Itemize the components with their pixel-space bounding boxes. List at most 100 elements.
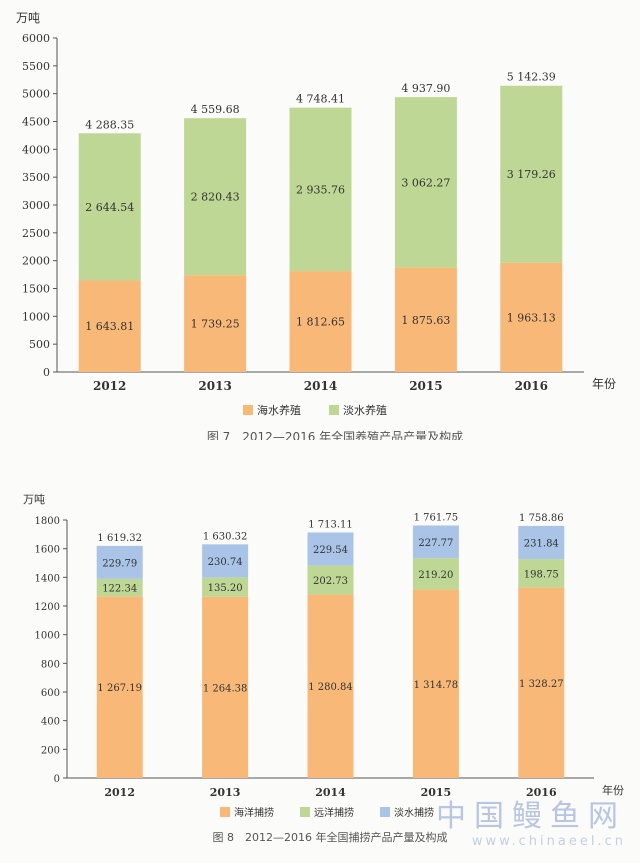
- data-label: 1 314.78: [414, 680, 459, 691]
- y-tick-label: 3500: [22, 171, 50, 184]
- y-tick-label: 1500: [22, 283, 50, 296]
- legend-label: 海水养殖: [257, 403, 301, 417]
- y-tick-label: 3000: [22, 199, 50, 212]
- bar-segment: [96, 545, 143, 579]
- y-tick-label: 200: [41, 745, 60, 756]
- legend-swatch: [329, 405, 339, 415]
- total-label: 4 288.35: [85, 118, 134, 131]
- bar-segment: [500, 85, 563, 263]
- data-label: 1 812.65: [296, 316, 345, 329]
- data-label: 3 062.27: [401, 176, 450, 189]
- watermark: 中国鳗鱼网 www.chinaeel.cn: [436, 800, 626, 850]
- y-tick-label: 5500: [22, 60, 50, 73]
- data-label: 229.54: [313, 545, 348, 556]
- bar-segment: [184, 275, 247, 372]
- data-label: 219.20: [418, 570, 453, 581]
- data-label: 1 328.27: [519, 679, 564, 690]
- bar-segment: [202, 577, 249, 597]
- legend-swatch: [380, 807, 390, 817]
- data-label: 198.75: [524, 569, 559, 580]
- total-label: 1 713.11: [308, 519, 353, 530]
- y-tick-label: 1600: [35, 545, 60, 556]
- y-tick-label: 500: [29, 338, 50, 351]
- bar-segment: [78, 280, 141, 372]
- legend-label: 淡水捕捞: [394, 806, 434, 819]
- x-axis-label: 年份: [602, 783, 624, 797]
- total-label: 4 937.90: [401, 82, 450, 95]
- data-label: 2 820.43: [191, 191, 240, 204]
- data-label: 231.84: [524, 539, 559, 550]
- total-label: 1 630.32: [203, 531, 248, 542]
- bar-segment: [412, 525, 459, 559]
- watermark-url: www.chinaeel.cn: [471, 834, 626, 849]
- legend-label: 淡水养殖: [343, 403, 387, 417]
- data-label: 2 644.54: [85, 201, 134, 214]
- data-label: 1 280.84: [308, 682, 353, 693]
- total-label: 5 142.39: [507, 71, 556, 84]
- y-tick-label: 1800: [35, 516, 60, 527]
- bar-segment: [78, 133, 141, 281]
- legend-swatch: [220, 807, 230, 817]
- data-label: 1 739.25: [191, 318, 240, 331]
- x-tick-label: 2016: [526, 786, 557, 799]
- total-label: 1 761.75: [414, 512, 459, 523]
- bar-segment: [202, 544, 249, 578]
- y-tick-label: 1000: [22, 310, 50, 323]
- y-tick-label: 2000: [22, 255, 50, 268]
- data-label: 202.73: [313, 576, 348, 587]
- bar-segment: [307, 532, 354, 566]
- data-label: 227.77: [418, 538, 453, 549]
- y-tick-label: 600: [41, 688, 60, 699]
- bar-segment: [184, 118, 247, 276]
- y-tick-label: 6000: [22, 32, 50, 45]
- data-label: 1 875.63: [401, 314, 450, 327]
- bar-segment: [412, 589, 459, 778]
- x-tick-label: 2015: [409, 379, 442, 393]
- legend-swatch: [300, 807, 310, 817]
- total-label: 4 748.41: [296, 93, 345, 106]
- data-label: 3 179.26: [507, 168, 556, 181]
- x-tick-label: 2012: [93, 379, 126, 393]
- aquaculture-chart: 0 500 1000 1500 2000 2500 3000 3500 4000 4500 5000…: [16, 11, 616, 440]
- data-label: 1 267.19: [97, 683, 142, 694]
- y-tick-label: 1400: [35, 573, 60, 584]
- bar-segment: [307, 565, 354, 595]
- figure-caption: 图 7 2012—2016 年全国养殖产品产量及构成: [207, 429, 463, 440]
- x-tick-label: 2014: [315, 786, 346, 799]
- bar-segment: [394, 267, 457, 372]
- y-tick-label: 0: [54, 774, 60, 785]
- bar-segment: [518, 587, 565, 778]
- y-tick-label: 4500: [22, 116, 50, 129]
- legend-label: 远洋捕捞: [314, 806, 354, 819]
- y-tick-label: 0: [43, 366, 50, 379]
- y-tick-label: 2500: [22, 227, 50, 240]
- legend-label: 海洋捕捞: [234, 806, 274, 819]
- x-tick-label: 2013: [198, 379, 231, 393]
- x-tick-label: 2012: [104, 786, 135, 799]
- legend-swatch: [243, 405, 253, 415]
- bar-segment: [307, 594, 354, 778]
- bar-segment: [289, 107, 352, 272]
- bar-segment: [96, 596, 143, 778]
- y-tick-label: 800: [41, 659, 60, 670]
- bar-segment: [96, 578, 143, 597]
- total-label: 1 758.86: [519, 513, 564, 524]
- y-tick-label: 5000: [22, 88, 50, 101]
- unit-label: 万吨: [16, 11, 40, 25]
- x-tick-label: 2016: [515, 379, 548, 393]
- bar-segment: [289, 271, 352, 372]
- y-tick-label: 1200: [35, 602, 60, 613]
- y-tick-label: 400: [41, 717, 60, 728]
- x-axis-label: 年份: [592, 377, 616, 391]
- y-tick-label: 4000: [22, 143, 50, 156]
- total-label: 1 619.32: [97, 533, 142, 544]
- data-label: 229.79: [102, 558, 137, 569]
- data-label: 1 963.13: [507, 311, 556, 324]
- bar-segment: [500, 262, 563, 372]
- data-label: 135.20: [208, 583, 243, 594]
- data-label: 230.74: [208, 557, 243, 568]
- data-label: 2 935.76: [296, 183, 345, 196]
- x-tick-label: 2014: [304, 379, 337, 393]
- bar-segment: [518, 525, 565, 560]
